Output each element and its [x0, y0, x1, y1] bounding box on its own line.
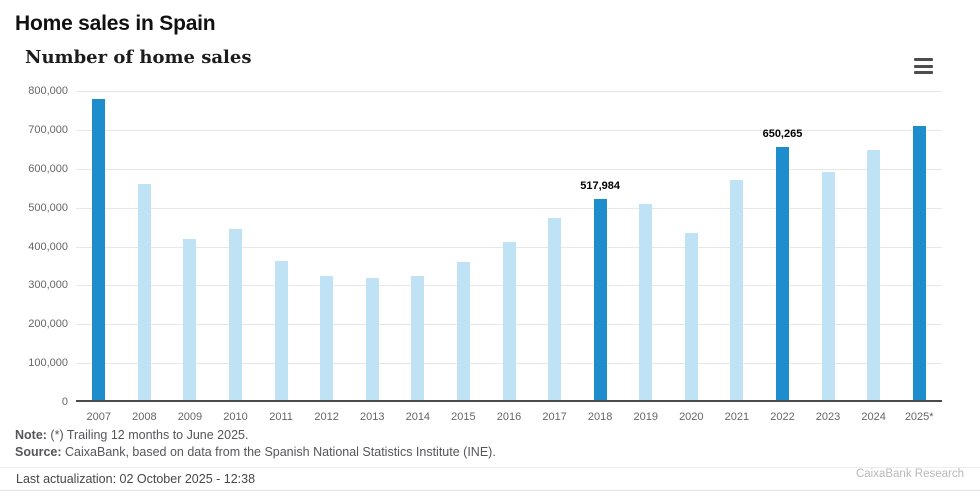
data-label-2022: 650,265	[762, 128, 803, 141]
bar-2016[interactable]	[502, 241, 516, 400]
y-axis-tick-label: 500,000	[28, 201, 68, 214]
hamburger-menu-icon	[914, 71, 933, 74]
bar-2024[interactable]	[867, 150, 881, 400]
bar-2007[interactable]	[92, 98, 106, 400]
y-gridline	[76, 91, 942, 92]
y-axis-tick-label: 800,000	[28, 85, 68, 97]
x-axis-tick-label: 2013	[360, 411, 385, 423]
page-title: Home sales in Spain	[15, 12, 216, 35]
x-axis-tick-label: 2020	[679, 411, 704, 423]
bar-2010[interactable]	[229, 228, 243, 400]
footer-divider	[0, 467, 980, 468]
x-axis-tick-label: 2016	[496, 411, 522, 423]
y-axis-tick-label: 600,000	[28, 162, 68, 175]
y-axis-tick-label: 0	[61, 396, 68, 408]
bar-2017[interactable]	[548, 217, 562, 400]
y-axis-tick-label: 700,000	[28, 123, 68, 136]
bar-2015[interactable]	[456, 261, 470, 400]
source-line: Source: CaixaBank, based on data from th…	[15, 444, 496, 461]
bar-2012[interactable]	[320, 276, 334, 400]
bar-2021[interactable]	[730, 179, 744, 400]
x-axis-tick-label: 2019	[633, 411, 658, 423]
x-axis-tick-label: 2025*	[904, 411, 934, 423]
source-label: Source:	[15, 444, 62, 459]
y-gridline	[76, 207, 942, 209]
bar-2008[interactable]	[137, 184, 151, 400]
y-gridline	[76, 168, 942, 170]
bar-2011[interactable]	[274, 260, 288, 400]
y-gridline	[76, 129, 942, 131]
y-axis-tick-label: 300,000	[28, 279, 68, 292]
hamburger-menu-icon	[914, 64, 933, 68]
bar-2025*[interactable]	[912, 126, 926, 400]
y-axis-tick-label: 200,000	[28, 318, 68, 331]
bar-2019[interactable]	[639, 203, 653, 400]
x-axis-tick-label: 2017	[542, 411, 567, 423]
x-axis-tick-label: 2018	[587, 411, 613, 423]
x-axis-tick-label: 2008	[132, 411, 157, 423]
bar-2023[interactable]	[821, 172, 835, 400]
y-axis-tick-label: 400,000	[28, 240, 68, 253]
chart-subtitle: Number of home sales	[25, 47, 252, 68]
note-text: (*) Trailing 12 months to June 2025.	[46, 428, 249, 442]
x-axis-tick-label: 2022	[770, 411, 795, 423]
x-axis-tick-label: 2015	[451, 411, 476, 423]
x-axis-tick-label: 2010	[223, 411, 248, 423]
bar-2020[interactable]	[684, 232, 698, 400]
x-axis-tick-label: 2012	[314, 411, 339, 423]
x-axis-tick-label: 2024	[861, 411, 886, 423]
x-axis-tick-label: 2011	[269, 411, 293, 423]
note-label: Note:	[15, 428, 47, 442]
source-text: CaixaBank, based on data from the Spanis…	[61, 444, 496, 459]
x-axis-tick-label: 2009	[177, 411, 203, 423]
y-axis-tick-label: 100,000	[28, 357, 68, 370]
bar-2022[interactable]	[775, 147, 789, 400]
bar-2009[interactable]	[183, 238, 197, 400]
bottom-divider	[0, 490, 980, 491]
x-axis-tick-label: 2014	[405, 411, 431, 423]
x-axis-tick-label: 2021	[724, 411, 750, 423]
brand-label: CaixaBank Research	[855, 468, 964, 480]
plot-area: 800,000 700,000 600,000 500,000 400,000 300,0…	[28, 85, 942, 423]
bar-2013[interactable]	[365, 277, 379, 400]
data-label-2018: 517,984	[580, 179, 621, 192]
note-line: Note: (*) Trailing 12 months to June 202…	[15, 427, 496, 444]
hamburger-menu-icon	[914, 58, 933, 61]
chart-footnotes: Note: (*) Trailing 12 months to June 202…	[15, 427, 496, 460]
bar-2014[interactable]	[411, 276, 425, 400]
bar-2018[interactable]	[593, 198, 607, 400]
chart-export-menu-button[interactable]	[912, 56, 936, 76]
x-axis-tick-label: 2007	[86, 411, 112, 423]
last-actualization: Last actualization: 02 October 2025 - 12…	[16, 472, 256, 486]
x-axis-tick-label: 2023	[815, 411, 841, 423]
